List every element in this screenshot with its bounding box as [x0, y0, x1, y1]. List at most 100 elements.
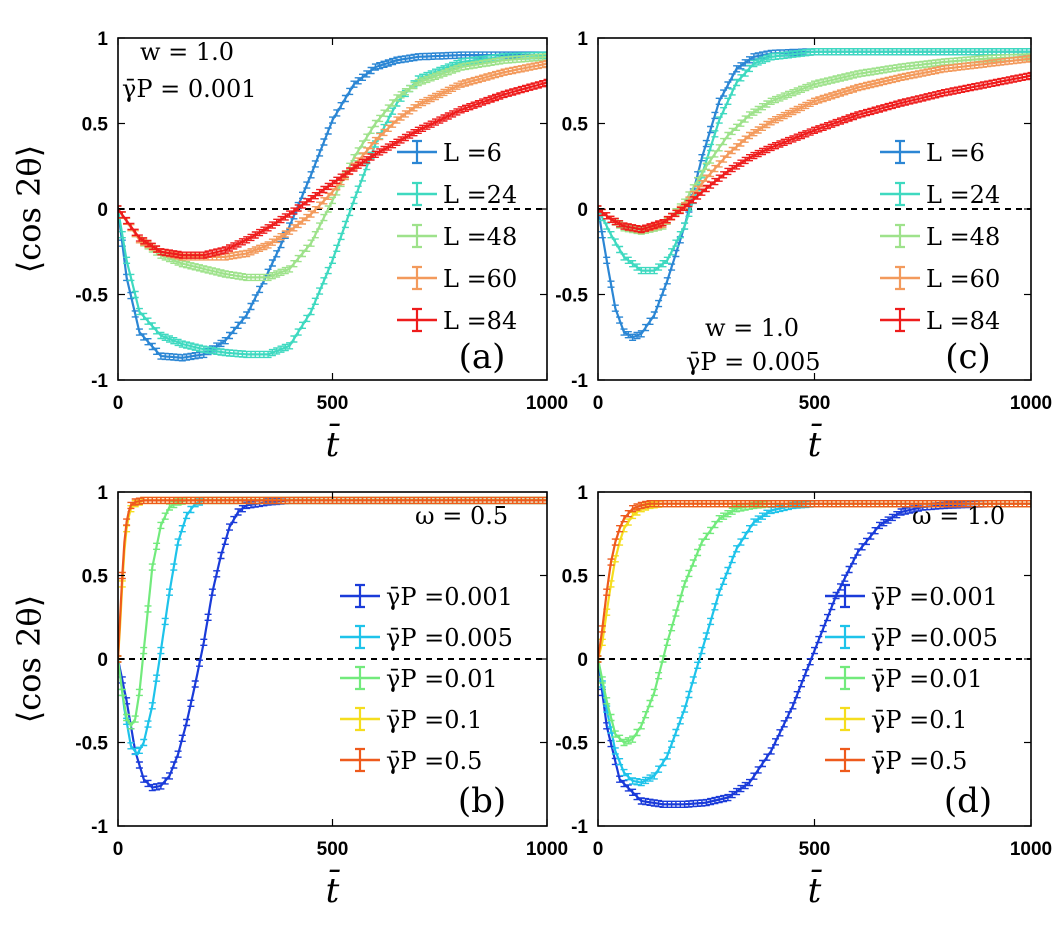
legend-entry: L =60	[443, 265, 517, 293]
legend-entry: L =60	[926, 265, 1000, 293]
legend-entry: γ̄P =0.1	[871, 706, 967, 734]
y-tick-label: -0.5	[555, 286, 588, 307]
y-tick-label: -1	[571, 817, 588, 838]
y-tick-label: 0	[97, 200, 108, 221]
y-tick-label: 0.5	[82, 567, 109, 588]
legend: L =6 L =24 L =48 L =60 L =84	[397, 139, 517, 335]
panel-c: 0 500 1000 1 0.5 0 -0.5 -1 t̄ w = 1.0 γ̄P = 0.005 L…	[555, 29, 1052, 465]
legend-entry: γ̄P =0.001	[871, 583, 998, 611]
legend-swatch-errorbar	[412, 265, 422, 291]
legend-entry: γ̄P =0.1	[386, 706, 482, 734]
legend-swatch-errorbar	[412, 181, 422, 207]
y-tick-label: -1	[571, 371, 588, 392]
series-group	[598, 48, 1031, 341]
legend-swatch-errorbar	[355, 583, 365, 609]
x-tick-label: 500	[799, 839, 831, 860]
legend-entry: L =24	[926, 181, 1000, 209]
legend-swatch-errorbar	[895, 307, 905, 333]
y-tick-label: -0.5	[555, 734, 588, 755]
series-error-bars-5	[598, 500, 1031, 663]
legend-entry: γ̄P =0.5	[386, 747, 482, 775]
y-tick-label: 1	[577, 29, 588, 50]
legend-swatch-errorbar	[355, 747, 365, 773]
legend-swatch-errorbar	[895, 181, 905, 207]
legend-entry: L =24	[443, 181, 517, 209]
x-axis-label: t̄	[326, 869, 341, 911]
y-tick-label: -1	[91, 817, 108, 838]
legend-entry: γ̄P =0.001	[386, 583, 513, 611]
series-error-bars-1	[598, 500, 1031, 808]
y-tick-label: 1	[577, 483, 588, 504]
y-tick-label: 1	[97, 483, 108, 504]
legend-entry: γ̄P =0.005	[386, 624, 513, 652]
x-tick-label: 0	[593, 393, 604, 414]
parameter-annotation: ω = 1.0	[912, 502, 1005, 530]
legend-swatch-errorbar	[355, 706, 365, 732]
panel-label: (a)	[459, 337, 506, 377]
legend-entry: L =48	[926, 223, 1000, 251]
y-axis-label: ⟨cos 2θ⟩	[10, 595, 48, 723]
x-axis-label: t̄	[808, 869, 823, 911]
legend-swatch-errorbar	[412, 307, 422, 333]
x-tick-label: 1000	[526, 839, 568, 860]
legend-swatch-errorbar	[355, 624, 365, 650]
legend-entry: γ̄P =0.005	[871, 624, 998, 652]
x-tick-label: 1000	[526, 393, 568, 414]
series-group	[118, 496, 547, 792]
legend-swatch-errorbar	[895, 223, 905, 249]
parameter-annotation: γ̄P = 0.001	[122, 75, 257, 103]
x-tick-label: 1000	[1010, 839, 1052, 860]
legend-swatch-errorbar	[840, 583, 850, 609]
x-tick-label: 0	[593, 839, 604, 860]
legend-entry: L =6	[926, 139, 985, 167]
legend-swatch-errorbar	[840, 706, 850, 732]
parameter-annotation: ω = 0.5	[415, 502, 508, 530]
parameter-annotation: γ̄P = 0.005	[686, 348, 821, 376]
legend-entry: L =6	[443, 139, 502, 167]
legend-swatch-errorbar	[355, 665, 365, 691]
x-tick-label: 0	[113, 839, 124, 860]
y-tick-label: 0	[577, 200, 588, 221]
legend-entry: γ̄P =0.01	[871, 665, 983, 693]
y-tick-label: 0.5	[82, 115, 109, 136]
legend-entry: γ̄P =0.5	[871, 747, 967, 775]
legend-entry: L =84	[926, 307, 1000, 335]
parameter-annotation: w = 1.0	[140, 38, 234, 66]
y-tick-label: -0.5	[75, 734, 108, 755]
y-tick-label: -1	[91, 371, 108, 392]
x-tick-label: 1000	[1010, 393, 1052, 414]
series-group	[598, 500, 1031, 808]
x-axis-label: t̄	[808, 423, 823, 465]
x-tick-label: 500	[799, 393, 831, 414]
legend-entry: L =84	[443, 307, 517, 335]
y-tick-label: 0.5	[562, 115, 589, 136]
y-tick-label: 0	[97, 650, 108, 671]
y-tick-label: 0	[577, 650, 588, 671]
x-tick-label: 500	[317, 393, 349, 414]
x-axis-label: t̄	[326, 423, 341, 465]
panel-b: 0 500 1000 1 0.5 0 -0.5 -1 t̄ ⟨cos 2θ⟩ ω = 0.5 γ̄P …	[10, 483, 568, 911]
parameter-annotation: w = 1.0	[705, 314, 799, 342]
legend-swatch-errorbar	[840, 747, 850, 773]
legend-entry: L =48	[443, 223, 517, 251]
series-group	[118, 51, 547, 362]
legend-swatch-errorbar	[840, 665, 850, 691]
y-tick-label: -0.5	[75, 286, 108, 307]
series-error-bars-5	[118, 78, 547, 259]
y-tick-label: 1	[97, 29, 108, 50]
x-tick-label: 0	[113, 393, 124, 414]
legend-swatch-errorbar	[895, 265, 905, 291]
y-tick-label: 0.5	[562, 567, 589, 588]
legend-entry: γ̄P =0.01	[386, 665, 498, 693]
panel-a: 0 500 1000 1 0.5 0 -0.5 -1 t̄ ⟨cos 2θ⟩ w = 1.0 γ̄P …	[10, 29, 568, 465]
series-error-bars-5	[598, 71, 1031, 234]
legend-swatch-errorbar	[412, 139, 422, 165]
legend: γ̄P =0.001 γ̄P =0.005 γ̄P =0.01 γ̄P =0.1 γ̄P…	[825, 583, 998, 775]
legend: L =6 L =24 L =48 L =60 L =84	[880, 139, 1000, 335]
panel-label: (c)	[945, 337, 991, 377]
legend-swatch-errorbar	[840, 624, 850, 650]
panel-label: (d)	[944, 781, 992, 821]
legend-swatch-errorbar	[895, 139, 905, 165]
